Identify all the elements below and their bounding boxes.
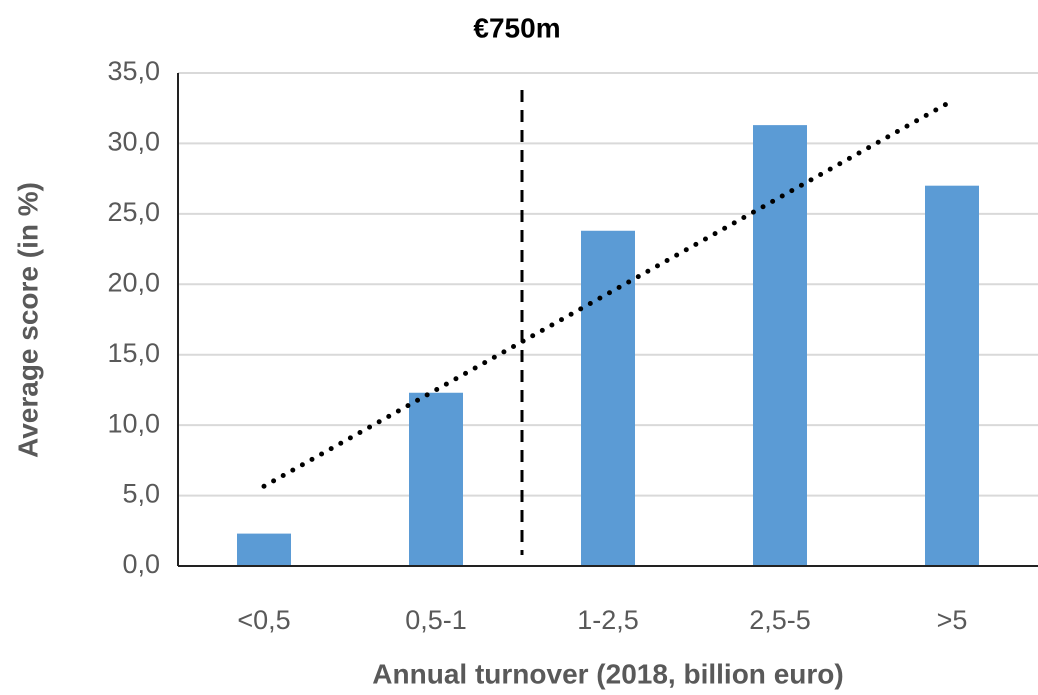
y-axis-title: Average score (in %) — [12, 182, 43, 458]
x-axis-title: Annual turnover (2018, billion euro) — [372, 658, 843, 689]
trendline — [261, 98, 955, 489]
bar — [753, 125, 807, 567]
x-tick-label: 1-2,5 — [577, 605, 639, 635]
x-tick-label: 2,5-5 — [749, 605, 811, 635]
x-tick-label: <0,5 — [237, 605, 290, 635]
annotation: €750m — [473, 12, 560, 43]
bar — [237, 533, 291, 566]
y-tick-label: 5,0 — [122, 479, 160, 509]
bar — [925, 185, 979, 566]
bar — [581, 230, 635, 566]
y-tick-label: 35,0 — [107, 56, 160, 86]
x-tick-label: 0,5-1 — [405, 605, 467, 635]
y-tick-label: 30,0 — [107, 127, 160, 157]
x-tick-label: >5 — [937, 605, 968, 635]
y-tick-label: 0,0 — [122, 549, 160, 579]
y-tick-label: 15,0 — [107, 338, 160, 368]
y-tick-label: 10,0 — [107, 408, 160, 438]
y-tick-label: 20,0 — [107, 267, 160, 297]
y-tick-label: 25,0 — [107, 197, 160, 227]
bar — [409, 392, 463, 566]
